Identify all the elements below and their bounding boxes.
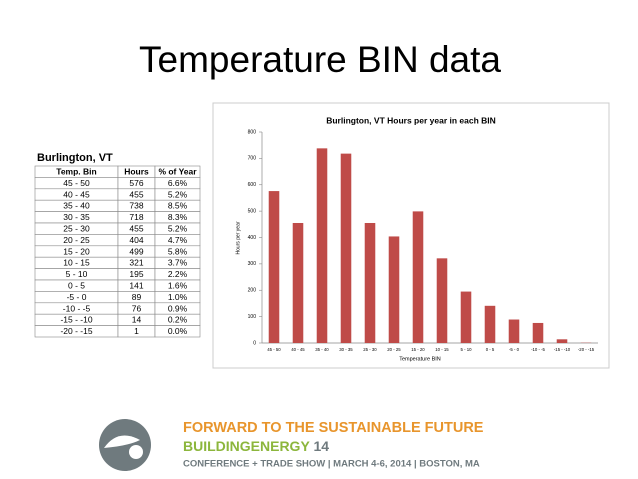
table-header-text: % of Year xyxy=(158,166,197,176)
x-tick-label: 5 - 10 xyxy=(461,347,473,352)
table-cell-text: 8.5% xyxy=(168,201,188,211)
x-tick-label: -5 - 0 xyxy=(509,347,520,352)
bar xyxy=(436,258,448,343)
table-cell-text: -10 - -5 xyxy=(63,303,91,313)
y-tick-label: 800 xyxy=(248,129,257,135)
table-cell-text: -20 - -15 xyxy=(60,326,92,336)
y-tick-label: 100 xyxy=(248,314,257,320)
table-cell-text: 455 xyxy=(129,189,143,199)
y-tick-label: 300 xyxy=(248,261,257,267)
bar xyxy=(460,291,472,343)
table-cell-text: 4.7% xyxy=(168,235,188,245)
table-cell-text: 5.8% xyxy=(168,246,188,256)
table-cell-text: 14 xyxy=(132,315,142,325)
table-cell-text: 1 xyxy=(134,326,139,336)
banner-logo-dot xyxy=(129,445,143,459)
table-cell-text: 89 xyxy=(132,292,142,302)
table-cell-text: 3.7% xyxy=(168,258,188,268)
y-tick-label: 500 xyxy=(248,208,257,214)
banner-edition: 14 xyxy=(313,438,329,454)
x-tick-label: -10 - -5 xyxy=(531,347,545,352)
table-cell-text: 20 - 25 xyxy=(63,235,90,245)
table-cell-text: -5 - 0 xyxy=(67,292,87,302)
banner-details: CONFERENCE + TRADE SHOW | MARCH 4-6, 201… xyxy=(183,459,480,470)
table-caption: Burlington, VT xyxy=(37,152,113,164)
bar xyxy=(508,319,520,343)
table-cell-text: 1.6% xyxy=(168,280,188,290)
bar xyxy=(316,148,328,343)
y-axis-label: Hours per year xyxy=(235,221,241,254)
bar xyxy=(364,222,376,343)
table-cell-text: 1.0% xyxy=(168,292,188,302)
banner-brand: BUILDINGENERGY 14 xyxy=(183,438,329,454)
table-cell-text: 5.2% xyxy=(168,189,188,199)
table-cell-text: 195 xyxy=(129,269,143,279)
x-tick-label: 20 - 25 xyxy=(387,347,401,352)
table-cell-text: 15 - 20 xyxy=(63,246,90,256)
x-tick-label: 0 - 5 xyxy=(486,347,495,352)
x-tick-label: 25 - 30 xyxy=(363,347,377,352)
banner-brand-name: BUILDINGENERGY xyxy=(183,438,310,454)
x-tick-label: 35 - 40 xyxy=(315,347,329,352)
table-cell-text: 321 xyxy=(129,258,143,268)
table-cell-text: 738 xyxy=(129,201,143,211)
table-cell-text: 0.0% xyxy=(168,326,188,336)
y-tick-label: 700 xyxy=(248,156,257,162)
bar xyxy=(268,191,280,343)
x-tick-label: 45 - 50 xyxy=(267,347,281,352)
x-tick-label: -20 - -15 xyxy=(578,347,595,352)
bar xyxy=(292,222,304,343)
table-cell-text: 30 - 35 xyxy=(63,212,90,222)
x-tick-label: -15 - -10 xyxy=(554,347,571,352)
bar xyxy=(556,339,568,343)
table-cell-text: 76 xyxy=(132,303,142,313)
bar xyxy=(340,153,352,343)
bar xyxy=(484,305,496,343)
slide-title: Temperature BIN data xyxy=(139,39,501,80)
table-cell-text: 6.6% xyxy=(168,178,188,188)
y-tick-label: 400 xyxy=(248,235,257,241)
bar xyxy=(412,211,424,343)
table-cell-text: -15 - -10 xyxy=(60,315,92,325)
table-cell-text: 576 xyxy=(129,178,143,188)
table-cell-text: 40 - 45 xyxy=(63,189,90,199)
table-cell-text: 25 - 30 xyxy=(63,223,90,233)
table-cell-text: 2.2% xyxy=(168,269,188,279)
table-cell-text: 0 - 5 xyxy=(68,280,85,290)
bar xyxy=(388,236,400,343)
banner-logo-leaf xyxy=(104,435,140,448)
table-cell xyxy=(154,325,201,338)
table-cell-text: 141 xyxy=(129,280,143,290)
table-cell-text: 455 xyxy=(129,223,143,233)
table-header-text: Hours xyxy=(124,166,149,176)
table-cell-text: 10 - 15 xyxy=(63,258,90,268)
y-tick-label: 200 xyxy=(248,288,257,294)
x-axis-label: Temperature BIN xyxy=(399,356,441,362)
y-tick-label: 600 xyxy=(248,182,257,188)
table-cell-text: 0.9% xyxy=(168,303,188,313)
table-cell-text: 35 - 40 xyxy=(63,201,90,211)
table-cell-text: 5 - 10 xyxy=(66,269,88,279)
x-tick-label: 15 - 20 xyxy=(411,347,425,352)
table-cell-text: 404 xyxy=(129,235,143,245)
x-tick-label: 10 - 15 xyxy=(435,347,449,352)
x-tick-label: 40 - 45 xyxy=(291,347,305,352)
x-tick-label: 30 - 35 xyxy=(339,347,353,352)
table-cell-text: 0.2% xyxy=(168,315,188,325)
table-cell-text: 5.2% xyxy=(168,223,188,233)
chart-title: Burlington, VT Hours per year in each BI… xyxy=(326,115,496,125)
table-cell-text: 718 xyxy=(129,212,143,222)
table-cell-text: 8.3% xyxy=(168,212,188,222)
table-header-text: Temp. Bin xyxy=(56,166,96,176)
table-cell-text: 499 xyxy=(129,246,143,256)
table-cell-text: 45 - 50 xyxy=(63,178,90,188)
bar xyxy=(532,322,544,343)
y-tick-label: 0 xyxy=(253,340,256,346)
banner-headline: FORWARD TO THE SUSTAINABLE FUTURE xyxy=(183,420,484,436)
